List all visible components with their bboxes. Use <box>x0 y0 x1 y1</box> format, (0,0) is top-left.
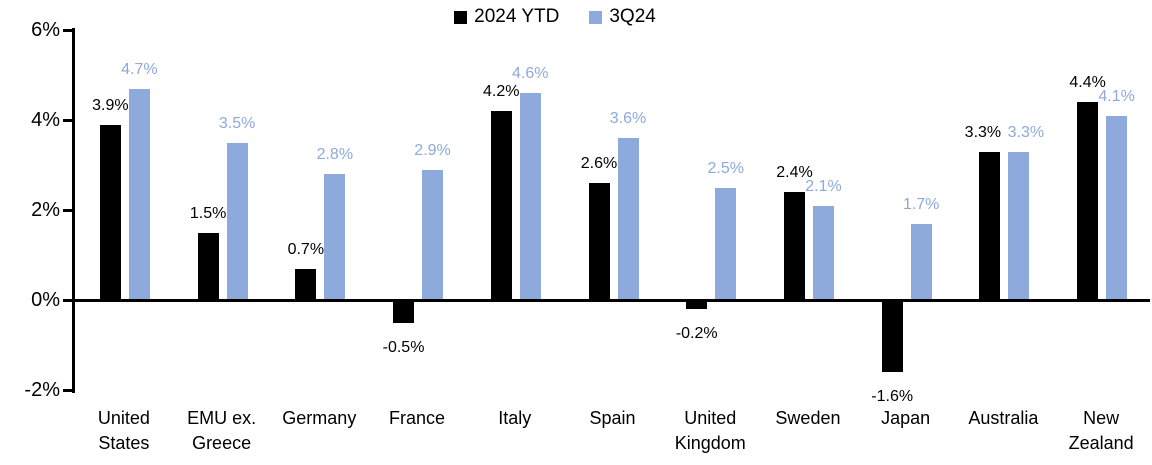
bar-3q24-emu-ex-greece <box>226 142 248 300</box>
bar-2024-ytd-france <box>393 300 415 323</box>
x-label-germany: Germany <box>282 408 357 428</box>
bar-2024-ytd-germany <box>295 268 317 300</box>
y-tick-2 <box>63 208 75 212</box>
x-label-france: France <box>389 408 446 428</box>
bar-2024-ytd-sweden <box>783 192 805 300</box>
data-label-3q24-australia: 3.3% <box>1007 123 1045 141</box>
data-label-2024-ytd-spain: 2.6% <box>580 155 618 172</box>
bar-3q24-sweden <box>812 205 834 300</box>
y-tick-label-2: -2% <box>24 379 60 401</box>
legend-label-3q24: 3Q24 <box>609 6 656 27</box>
data-label-3q24-sweden: 2.1% <box>805 177 842 195</box>
legend-label-2024-ytd: 2024 YTD <box>474 6 560 27</box>
bar-2024-ytd-spain <box>588 183 610 300</box>
chart-legend: 2024 YTD 3Q24 <box>0 6 1110 28</box>
x-label-united-states: United States <box>97 408 150 453</box>
bar-3q24-germany <box>324 174 346 300</box>
data-label-3q24-france: 2.9% <box>414 141 451 159</box>
bar-3q24-spain <box>617 138 639 300</box>
y-tick-label-6: 6% <box>31 19 60 41</box>
data-label-2024-ytd-emu-ex-greece: 1.5% <box>189 204 227 222</box>
bar-3q24-united-states <box>128 88 150 300</box>
x-label-japan: Japan <box>881 408 931 428</box>
data-label-3q24-emu-ex-greece: 3.5% <box>218 114 256 132</box>
x-label-sweden: Sweden <box>775 408 841 428</box>
data-label-2024-ytd-france: -0.5% <box>382 338 425 356</box>
bar-3q24-united-kingdom <box>715 187 737 300</box>
bar-2024-ytd-united-kingdom <box>686 300 708 309</box>
y-tick-label-4: 4% <box>31 109 60 131</box>
data-label-2024-ytd-japan: -1.6% <box>871 388 914 405</box>
data-label-2024-ytd-germany: 0.7% <box>287 240 325 258</box>
data-label-3q24-italy: 4.6% <box>512 65 549 82</box>
x-label-australia: Australia <box>968 408 1039 428</box>
y-tick-label-2: 2% <box>31 199 60 221</box>
bar-2024-ytd-united-states <box>99 124 121 300</box>
data-label-3q24-germany: 2.8% <box>316 146 354 163</box>
data-label-3q24-japan: 1.7% <box>902 195 940 213</box>
x-axis-zero-line <box>74 298 1150 302</box>
data-label-3q24-united-kingdom: 2.5% <box>707 159 744 177</box>
y-tick-label-0: 0% <box>31 289 60 311</box>
bar-2024-ytd-australia <box>979 151 1001 300</box>
x-label-new-zealand: New Zealand <box>1068 408 1134 453</box>
data-label-2024-ytd-united-states: 3.9% <box>92 96 129 114</box>
y-tick-0 <box>63 298 75 302</box>
data-label-2024-ytd-italy: 4.2% <box>483 83 520 100</box>
bar-3q24-france <box>422 169 444 300</box>
bar-2024-ytd-italy <box>490 111 512 300</box>
data-label-3q24-new-zealand: 4.1% <box>1098 87 1135 105</box>
bar-3q24-japan <box>910 223 932 300</box>
bar-3q24-new-zealand <box>1106 115 1128 300</box>
x-label-emu-ex-greece: EMU ex. Greece <box>187 408 257 453</box>
y-tick-4 <box>63 118 75 122</box>
bar-2024-ytd-japan <box>881 300 903 372</box>
bar-3q24-italy <box>519 93 541 300</box>
legend-item-2024-ytd: 2024 YTD <box>454 6 559 28</box>
legend-swatch-2024-ytd <box>454 10 468 24</box>
data-label-2024-ytd-australia: 3.3% <box>964 123 1002 141</box>
bar-3q24-australia <box>1008 151 1030 300</box>
x-label-spain: Spain <box>589 408 636 428</box>
legend-item-3q24: 3Q24 <box>589 6 656 28</box>
data-label-2024-ytd-united-kingdom: -0.2% <box>675 325 718 342</box>
x-label-united-kingdom: United Kingdom <box>674 408 746 453</box>
y-tick-6 <box>63 28 75 32</box>
y-tick-2 <box>63 388 75 392</box>
x-label-italy: Italy <box>498 408 532 428</box>
data-label-3q24-spain: 3.6% <box>609 110 647 127</box>
legend-swatch-3q24 <box>589 10 603 24</box>
bar-2024-ytd-emu-ex-greece <box>197 232 219 300</box>
data-label-2024-ytd-new-zealand: 4.4% <box>1069 74 1106 91</box>
data-label-3q24-united-states: 4.7% <box>121 60 158 78</box>
data-label-2024-ytd-sweden: 2.4% <box>776 164 813 181</box>
bar-2024-ytd-new-zealand <box>1077 102 1099 300</box>
